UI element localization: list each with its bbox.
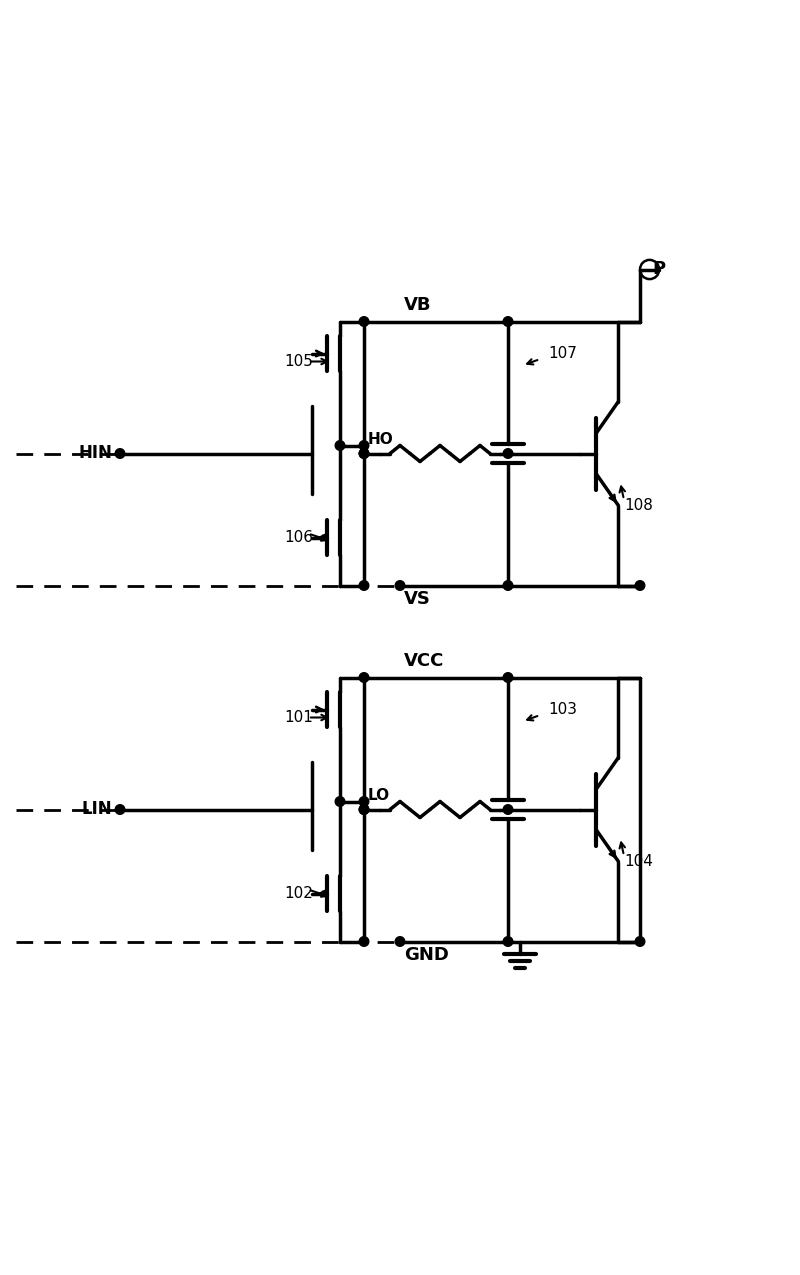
Circle shape (359, 805, 369, 815)
Text: 105: 105 (284, 354, 313, 368)
Circle shape (359, 937, 369, 946)
Circle shape (503, 937, 513, 946)
Circle shape (635, 580, 645, 590)
Text: VS: VS (404, 589, 431, 607)
Text: GND: GND (404, 946, 449, 964)
Circle shape (359, 449, 369, 458)
Circle shape (359, 316, 369, 326)
Circle shape (395, 580, 405, 590)
Text: 104: 104 (624, 854, 653, 870)
Text: LIN: LIN (82, 801, 112, 819)
Circle shape (359, 805, 369, 815)
Circle shape (359, 673, 369, 682)
Circle shape (503, 316, 513, 326)
Text: 108: 108 (624, 499, 653, 513)
Text: 101: 101 (284, 710, 313, 725)
Text: HIN: HIN (78, 445, 112, 463)
Circle shape (359, 441, 369, 450)
Circle shape (503, 673, 513, 682)
Text: LO: LO (368, 788, 390, 803)
Circle shape (115, 805, 125, 815)
Text: 102: 102 (284, 886, 313, 901)
Circle shape (635, 937, 645, 946)
Text: 106: 106 (284, 530, 313, 544)
Text: HO: HO (368, 432, 394, 448)
Circle shape (359, 580, 369, 590)
Circle shape (115, 449, 125, 458)
Circle shape (359, 797, 369, 806)
Circle shape (503, 449, 513, 458)
Circle shape (503, 580, 513, 590)
Circle shape (395, 937, 405, 946)
Circle shape (335, 797, 345, 806)
Text: P: P (652, 260, 665, 278)
Circle shape (335, 441, 345, 450)
Text: VCC: VCC (404, 652, 444, 669)
Text: 103: 103 (548, 703, 577, 717)
Text: 107: 107 (548, 346, 577, 361)
Circle shape (503, 805, 513, 815)
Text: VB: VB (404, 296, 431, 314)
Circle shape (359, 449, 369, 458)
